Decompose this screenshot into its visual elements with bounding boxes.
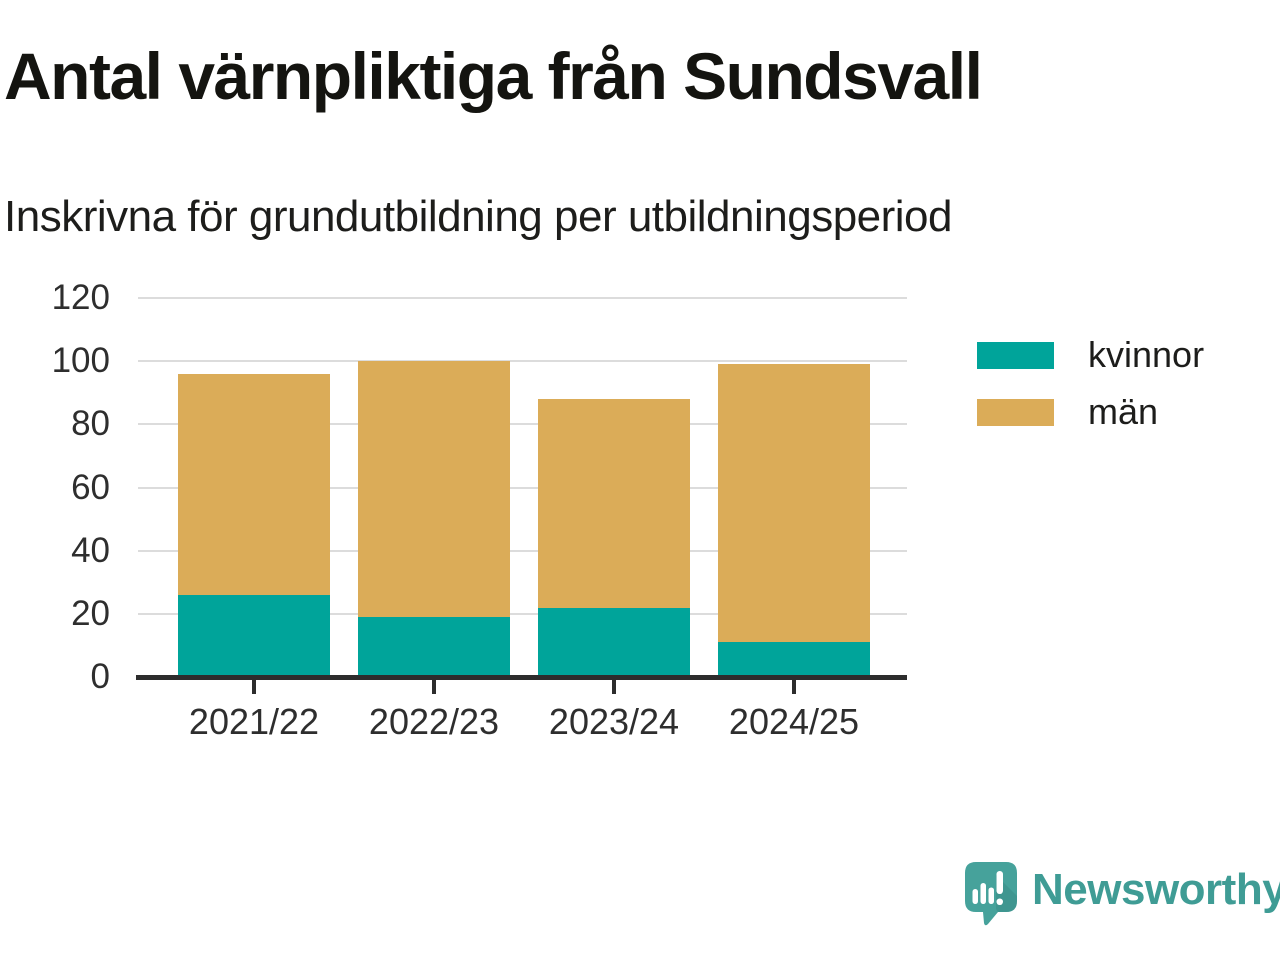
newsworthy-logo-icon (965, 862, 1017, 926)
bar-segment-kvinnor-2023/24 (538, 607, 690, 677)
y-axis-tick-label-60: 60 (71, 467, 110, 507)
y-axis-tick-label-120: 120 (51, 278, 110, 317)
y-axis-tick-label-0: 0 (90, 657, 110, 696)
x-axis-tick-2022/23 (432, 680, 436, 694)
y-axis-tick-label-40: 40 (71, 530, 110, 570)
x-axis-tick-label-2024/25: 2024/25 (728, 701, 860, 742)
gridline-120 (138, 297, 907, 299)
x-axis-tick-label-2023/24: 2023/24 (548, 701, 680, 742)
bar-segment-kvinnor-2022/23 (358, 617, 510, 677)
gridline-100 (138, 360, 907, 363)
y-axis-tick-label-20: 20 (71, 593, 110, 633)
x-axis-tick-label-2022/23: 2022/23 (368, 701, 500, 742)
x-axis-tick-2024/25 (792, 680, 796, 694)
plot-area (138, 297, 907, 677)
x-axis-tick-label-2021/22: 2021/22 (188, 701, 320, 742)
x-axis-tick-2021/22 (252, 680, 256, 694)
y-axis-tick-label-100: 100 (51, 341, 110, 381)
legend: kvinnor män (977, 334, 1205, 455)
gridline-40 (138, 549, 907, 552)
gridline-20 (138, 612, 907, 615)
newsworthy-logo: Newsworthy (965, 862, 1280, 926)
chart-title: Antal värnpliktiga från Sundsvall (4, 39, 983, 113)
legend-swatch-kvinnor (977, 341, 1054, 369)
bar-segment-kvinnor-2021/22 (178, 594, 330, 677)
y-axis-tick-label-80: 80 (71, 404, 110, 444)
bar-segment-män-2024/25 (718, 364, 870, 643)
chart-subtitle: Inskrivna för grundutbildning per utbild… (4, 192, 953, 241)
legend-item-män: män (977, 391, 1204, 432)
legend-label-kvinnor: kvinnor (1088, 334, 1205, 375)
bar-segment-män-2023/24 (538, 399, 690, 608)
legend-label-män: män (1088, 391, 1159, 432)
legend-swatch-män (977, 398, 1054, 426)
gridline-80 (138, 423, 907, 426)
gridline-60 (138, 486, 907, 489)
newsworthy-logo-text: Newsworthy (1032, 865, 1280, 914)
bar-segment-män-2021/22 (178, 373, 330, 595)
bar-segment-kvinnor-2024/25 (718, 642, 870, 677)
x-axis-line (136, 675, 907, 680)
legend-item-kvinnor: kvinnor (977, 334, 1205, 375)
x-axis-tick-2023/24 (612, 680, 616, 694)
bar-segment-män-2022/23 (358, 361, 510, 617)
